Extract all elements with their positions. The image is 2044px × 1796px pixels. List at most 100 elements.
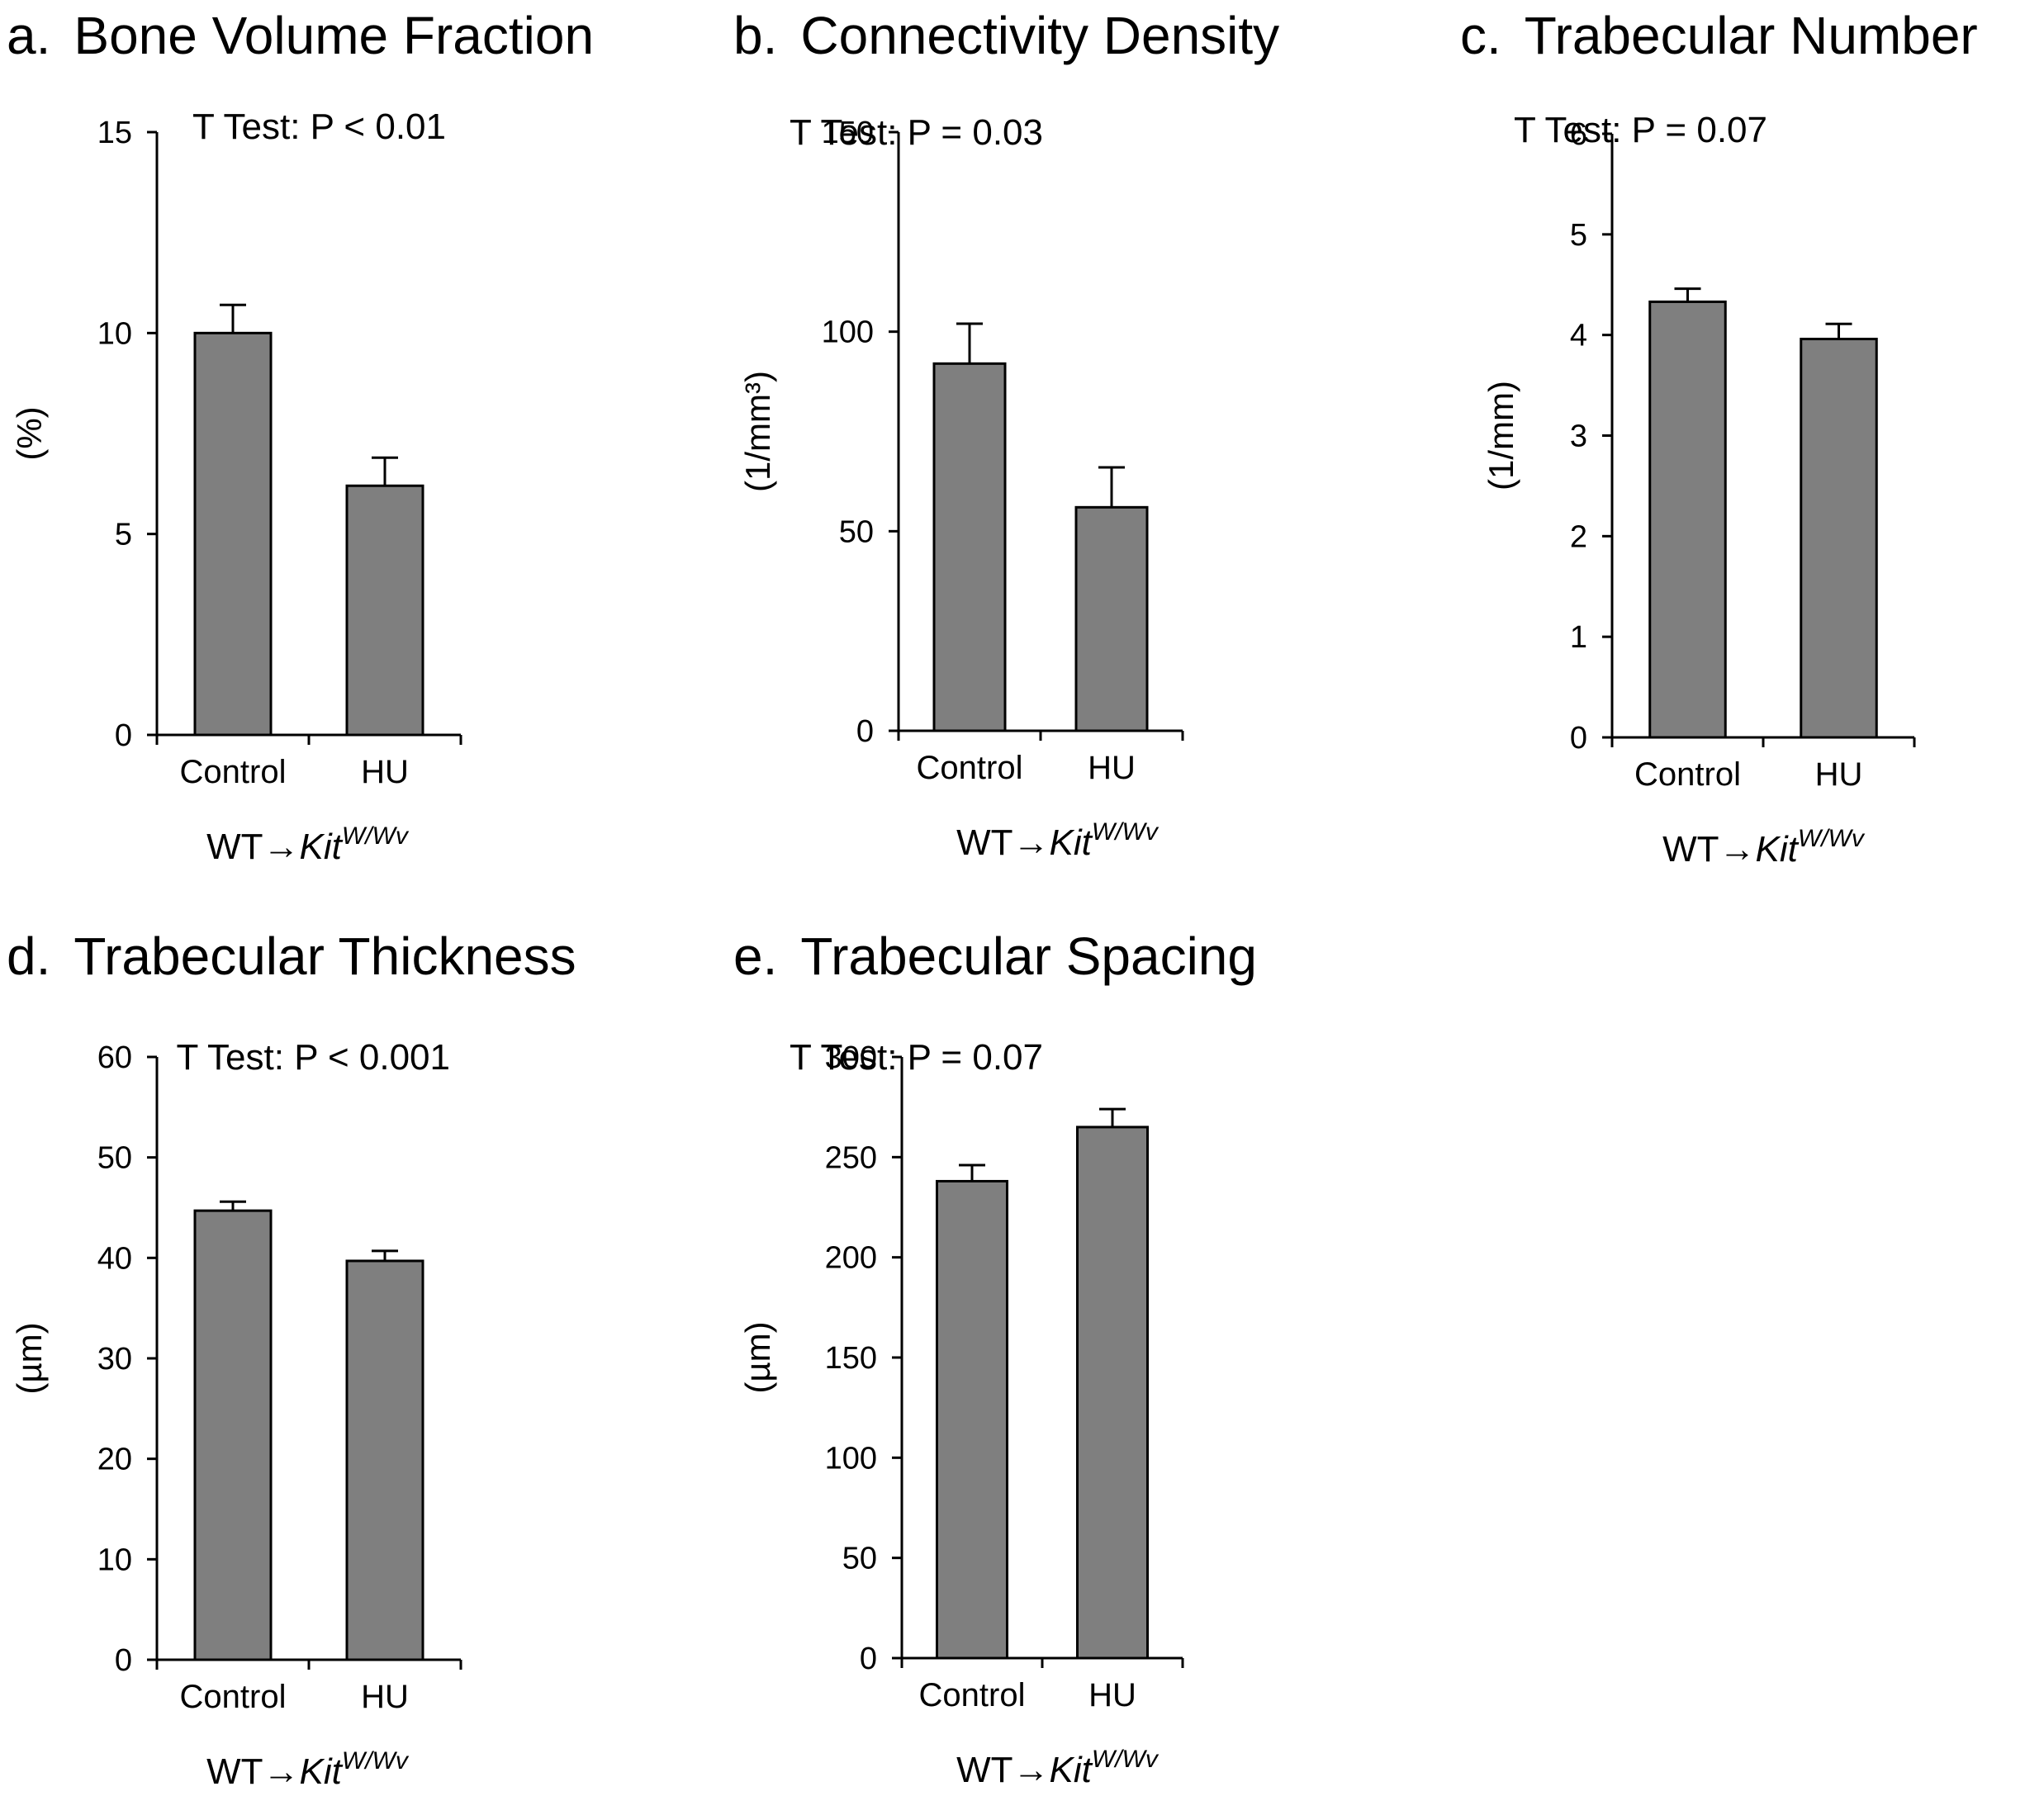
ttest-annotation: T Test: P = 0.07	[790, 1037, 1043, 1078]
panel-letter: e.	[733, 926, 777, 986]
bar-hu	[1076, 1125, 1149, 1660]
x-category-label: HU	[1815, 756, 1863, 793]
panel-title-text: Trabecular Number	[1525, 6, 1978, 65]
group-superscript: W/Wv	[342, 1747, 410, 1775]
ttest-annotation: T Test: P = 0.03	[790, 112, 1043, 153]
y-tick-label: 0	[115, 718, 132, 753]
x-category-label: HU	[1088, 750, 1136, 786]
chart-panel-a: a. Bone Volume Fraction T Test: P < 0.01 0 5…	[7, 6, 594, 867]
bar-hu	[1074, 505, 1149, 732]
arrow-icon: →	[1013, 1750, 1050, 1790]
y-tick-label: 0	[115, 1643, 132, 1678]
arrow-icon: →	[263, 827, 300, 867]
panel-title: a. Bone Volume Fraction	[7, 6, 594, 65]
x-group-label: WT→KitW/Wv	[206, 822, 410, 867]
x-category-label: Control	[180, 1679, 287, 1715]
bar-control	[193, 331, 273, 737]
y-axis-label: (µm)	[10, 1322, 49, 1394]
y-tick-label: 5	[115, 518, 132, 552]
y-tick-label: 10	[97, 316, 132, 351]
group-prefix: WT	[1662, 829, 1719, 870]
y-tick-label: 2	[1570, 519, 1587, 554]
group-superscript: W/Wv	[1092, 1746, 1160, 1773]
x-category-label: Control	[917, 750, 1023, 786]
panel-title-text: Connectivity Density	[800, 6, 1279, 65]
chart-panel-c: c. Trabecular Number T Test: P = 0.07 0 1 2 3 4…	[1460, 6, 1978, 870]
y-tick-label: 5	[1570, 218, 1587, 253]
group-gene: Kit	[1050, 1750, 1093, 1790]
y-tick-label: 100	[822, 315, 874, 350]
group-gene: Kit	[1050, 822, 1093, 863]
y-tick-label: 3	[1570, 419, 1587, 454]
ttest-annotation: T Test: P = 0.07	[1514, 110, 1767, 150]
y-tick-label: 50	[842, 1542, 877, 1576]
y-tick-label: 100	[825, 1441, 877, 1476]
y-tick-label: 0	[860, 1642, 877, 1676]
y-tick-label: 150	[822, 116, 874, 150]
y-tick-label: 50	[839, 514, 874, 549]
bar-control	[932, 362, 1007, 732]
group-gene: Kit	[1756, 829, 1800, 870]
y-tick-label: 250	[825, 1140, 877, 1175]
group-prefix: WT	[956, 822, 1013, 863]
y-tick-label: 10	[97, 1542, 132, 1577]
group-superscript: W/Wv	[342, 822, 410, 850]
x-category-label: HU	[361, 1679, 409, 1715]
group-prefix: WT	[206, 1751, 263, 1792]
y-tick-label: 0	[856, 714, 874, 749]
y-tick-label: 15	[97, 116, 132, 150]
panel-letter: c.	[1460, 6, 1501, 65]
y-axis-label: (1/mm)	[1482, 381, 1520, 490]
x-category-label: HU	[1088, 1677, 1136, 1713]
chart-panel-b: b. Connectivity Density T Test: P = 0.03 0 5…	[733, 6, 1279, 863]
panel-title: c. Trabecular Number	[1460, 6, 1978, 65]
y-tick-label: 50	[97, 1141, 132, 1176]
group-superscript: W/Wv	[1092, 818, 1160, 846]
y-axis-label: (%)	[10, 406, 49, 460]
x-group-label: WT→KitW/Wv	[956, 1746, 1160, 1790]
panel-title-text: Trabecular Spacing	[800, 926, 1257, 986]
group-gene: Kit	[300, 827, 344, 867]
y-tick-label: 20	[97, 1443, 132, 1477]
chart-panel-e: e. Trabecular Spacing T Test: P = 0.07 0 50 1…	[733, 926, 1257, 1790]
y-tick-label: 6	[1570, 117, 1587, 152]
group-superscript: W/Wv	[1798, 825, 1866, 852]
group-prefix: WT	[956, 1750, 1013, 1790]
panel-title: b. Connectivity Density	[733, 6, 1279, 65]
y-axis-label: (1/mm³)	[738, 371, 777, 492]
y-tick-label: 30	[97, 1342, 132, 1377]
ttest-annotation: T Test: P < 0.01	[192, 107, 446, 147]
bar-control	[193, 1209, 273, 1661]
y-tick-label: 150	[825, 1341, 877, 1376]
x-group-label: WT→KitW/Wv	[1662, 825, 1866, 870]
arrow-icon: →	[1013, 822, 1050, 863]
chart-panel-d: d. Trabecular Thickness T Test: P < 0.001 0…	[7, 926, 576, 1792]
x-category-label: HU	[361, 754, 409, 790]
x-category-label: Control	[180, 754, 287, 790]
y-tick-label: 40	[97, 1241, 132, 1276]
y-tick-label: 200	[825, 1241, 877, 1276]
ttest-annotation: T Test: P < 0.001	[177, 1037, 450, 1078]
panel-title: d. Trabecular Thickness	[7, 926, 576, 986]
y-tick-label: 60	[97, 1040, 132, 1075]
bar-control	[936, 1179, 1008, 1660]
y-tick-label: 300	[825, 1040, 877, 1075]
group-prefix: WT	[206, 827, 263, 867]
y-tick-label: 4	[1570, 319, 1587, 353]
panel-title-text: Trabecular Thickness	[74, 926, 576, 986]
panel-title-text: Bone Volume Fraction	[74, 6, 594, 65]
y-axis-label: (µm)	[738, 1321, 777, 1393]
panel-title: e. Trabecular Spacing	[733, 926, 1257, 986]
panel-letter: d.	[7, 926, 50, 986]
panel-letter: b.	[733, 6, 777, 65]
panel-letter: a.	[7, 6, 50, 65]
x-group-label: WT→KitW/Wv	[956, 818, 1160, 863]
bar-control	[1648, 300, 1727, 739]
arrow-icon: →	[1719, 829, 1756, 870]
bar-hu	[345, 1259, 424, 1661]
x-category-label: Control	[919, 1677, 1026, 1713]
x-category-label: Control	[1634, 756, 1741, 793]
y-tick-label: 0	[1570, 721, 1587, 756]
bar-hu	[345, 484, 424, 737]
